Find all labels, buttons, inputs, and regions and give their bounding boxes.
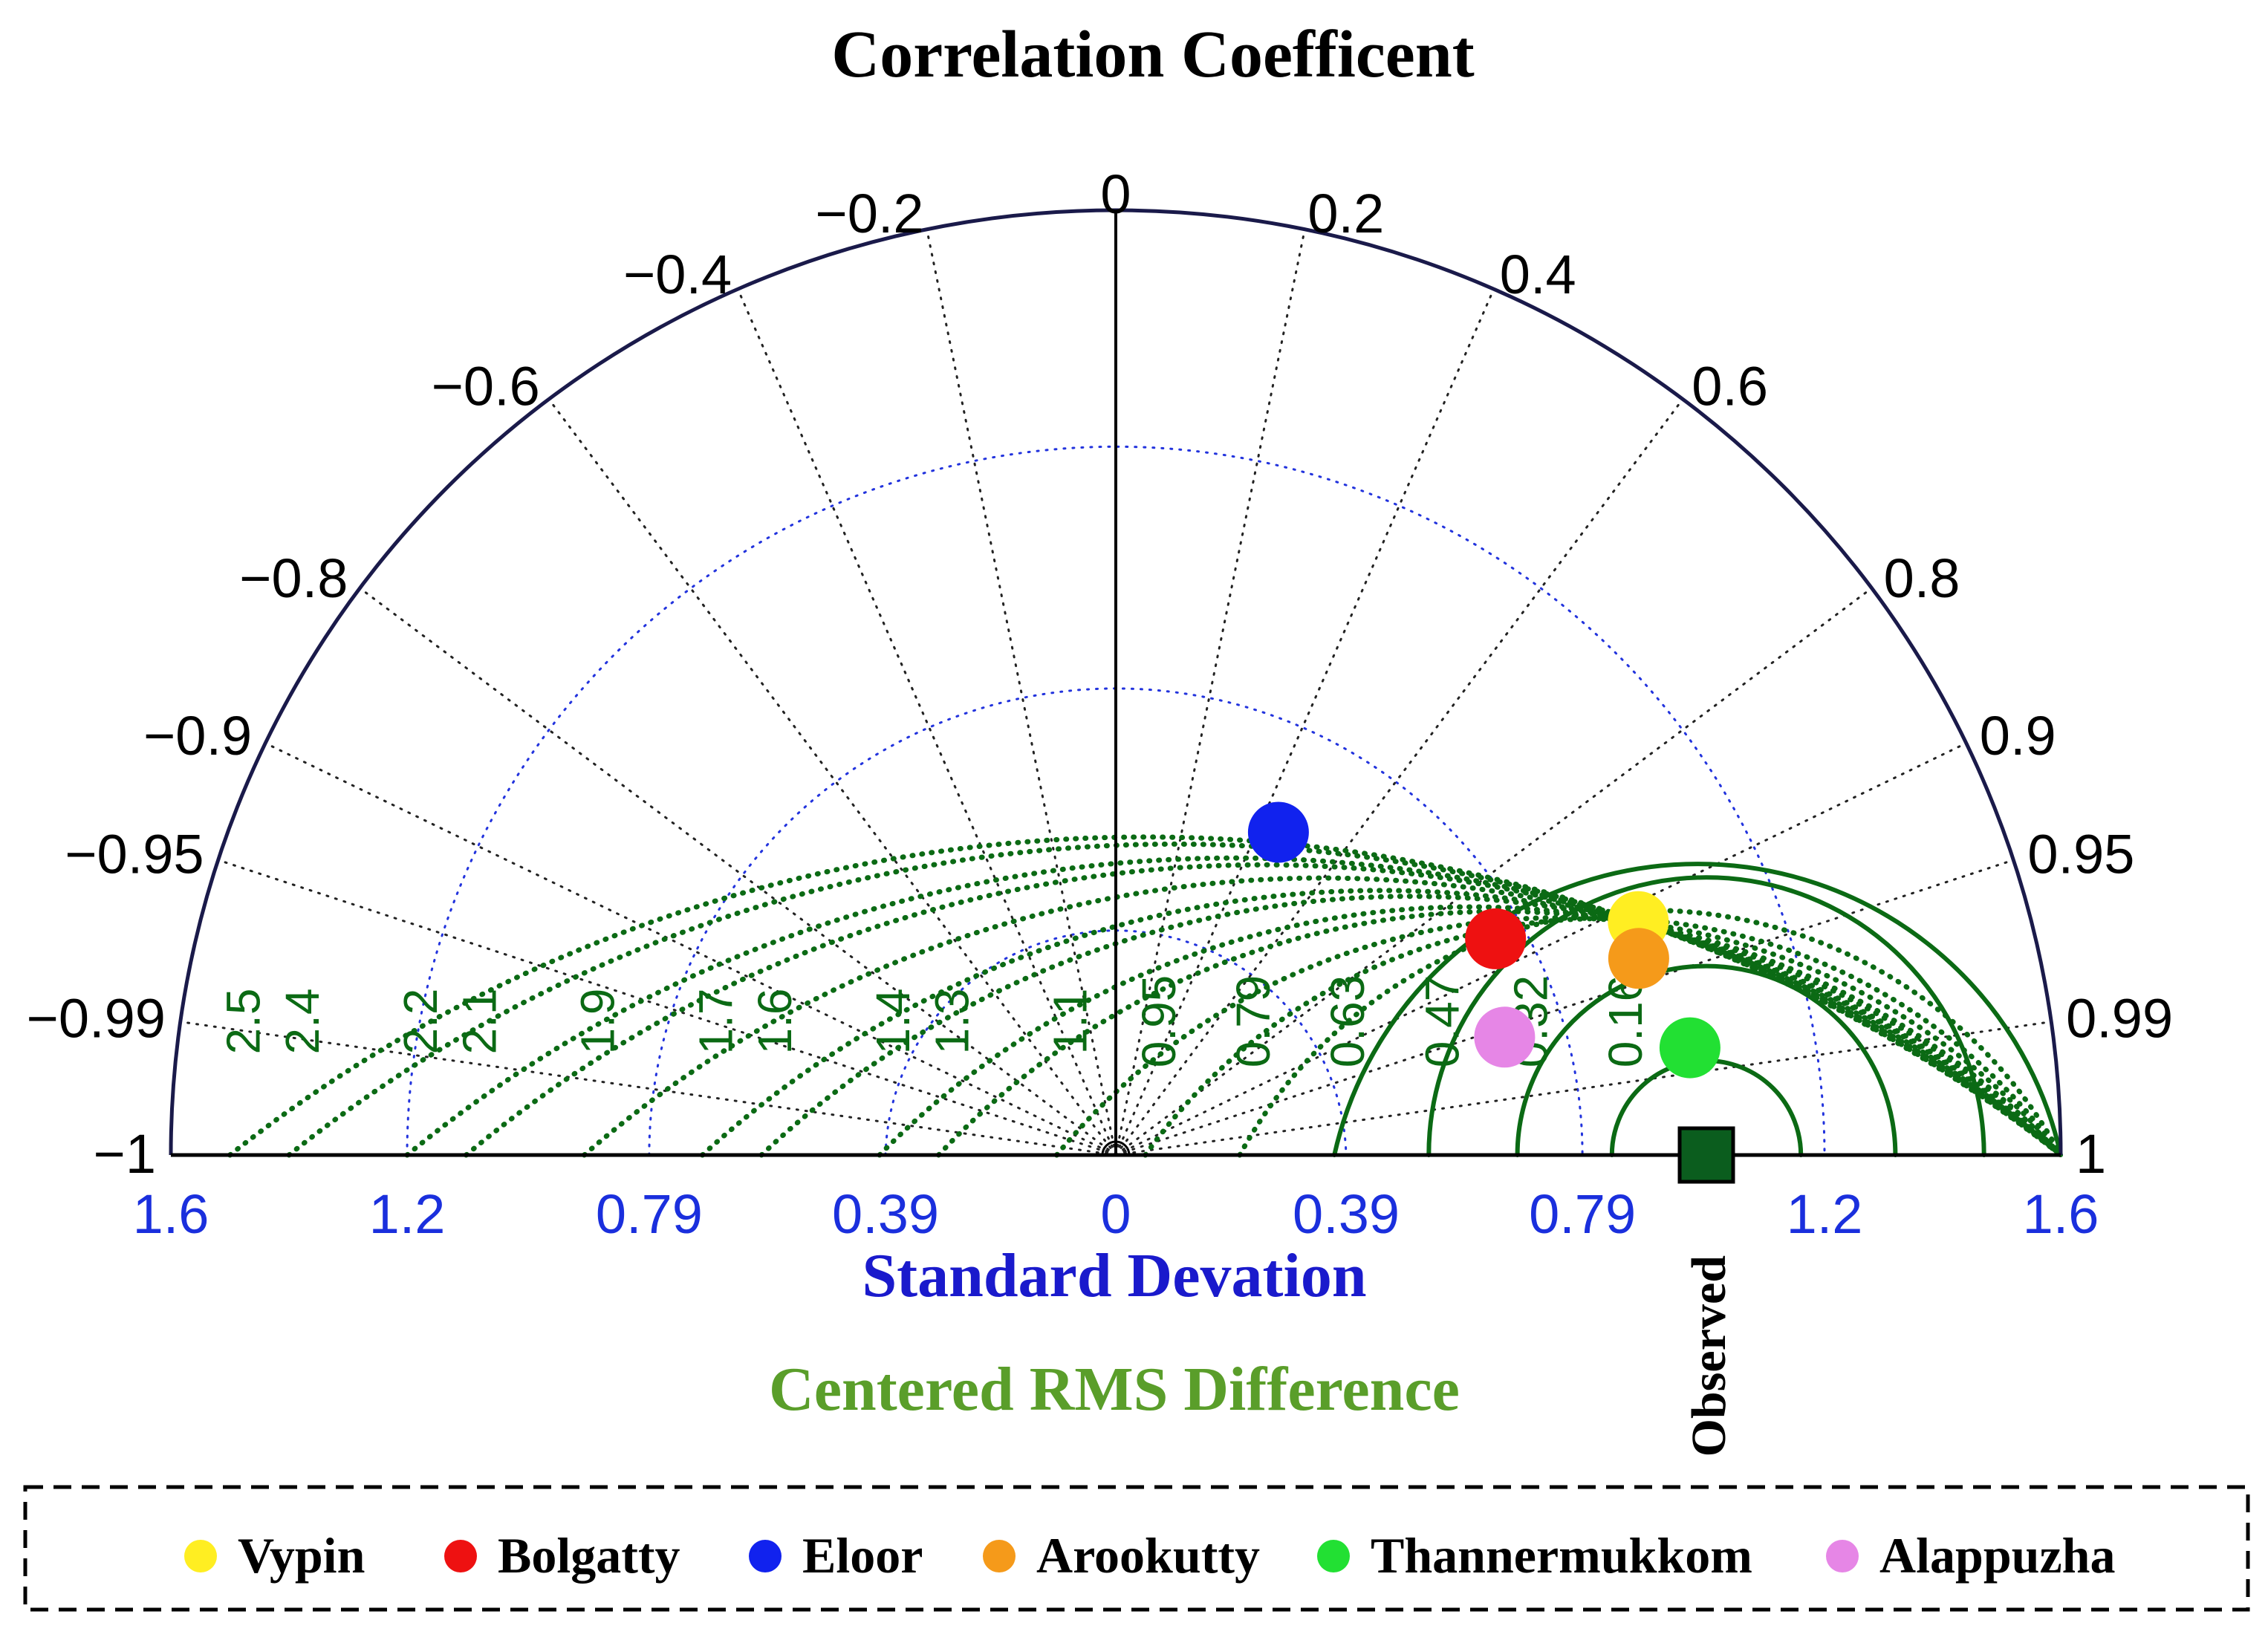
std-tick-label: 0.79 [1529,1183,1636,1245]
data-point-alappuzha [1474,1006,1536,1068]
data-points [1247,801,1735,1184]
rms-contour [1515,963,1898,1157]
data-point-arookutty [1608,928,1669,989]
correlation-tick-label: 0.9 [1980,705,2056,767]
rms-contour-label: 0.16 [1599,975,1652,1068]
correlation-tick-label: 1 [2076,1123,2106,1185]
x-axis-title: Standard Devation [862,1241,1366,1310]
correlation-ray [1114,397,1684,1157]
rms-contour-label: 1.3 [926,989,979,1055]
correlation-tick-label: −0.9 [143,705,252,767]
correlation-ray [1114,742,1968,1157]
data-point-bolgatty [1465,908,1527,969]
rms-contour-label: 0.47 [1415,975,1469,1068]
rms-contour [1426,875,1986,1157]
observed-label: Observed [1682,1255,1736,1457]
correlation-ray [736,287,1117,1157]
correlation-tick-label: 0.95 [2027,824,2134,885]
correlation-tick-label: −1 [94,1123,156,1185]
rms-contour [758,894,2064,1158]
legend-items: Vypin Bolgatty Eloor Arookutty Thannermukkom… [184,1527,2115,1584]
correlation-grid [179,228,2053,1157]
rms-contour-label: 2.4 [276,989,329,1055]
rms-contour [227,834,2064,1158]
legend-label-thannermukkom: Thannermukkom [1371,1527,1752,1584]
std-tick-label: 1.6 [133,1183,209,1245]
std-tick-label: 0.39 [832,1183,939,1245]
legend-label-arookutty: Arookutty [1036,1527,1260,1584]
rms-contour-label: 2.5 [217,989,270,1055]
rms-contour [877,904,2064,1158]
correlation-ray [264,742,1117,1157]
legend: Vypin Bolgatty Eloor Arookutty Thannermukkom… [23,1485,2250,1612]
correlation-tick-label: 0.4 [1500,244,1576,305]
correlation-ray [1114,1021,2053,1157]
rms-contour-label: 0.95 [1132,975,1186,1068]
std-tick-label: 1.2 [369,1183,446,1245]
std-tick-label: 0 [1100,1183,1131,1245]
std-tick-label: 0.79 [596,1183,703,1245]
correlation-ray [179,1021,1117,1157]
rms-contour-label: 2.1 [453,989,507,1055]
legend-label-vypin: Vypin [238,1527,365,1584]
legend-marker-eloor [749,1540,782,1572]
legend-marker-thannermukkom [1317,1540,1350,1572]
correlation-tick-label: −0.4 [623,244,732,305]
correlation-tick-label: −0.2 [816,183,924,244]
legend-marker-arookutty [983,1540,1016,1572]
legend-frame [23,1485,2250,1612]
correlation-ray [358,587,1117,1157]
data-point-thannermukkom [1659,1017,1721,1079]
correlation-ray [547,397,1117,1157]
legend-label-alappuzha: Alappuzha [1879,1527,2115,1584]
legend-label-eloor: Eloor [802,1527,923,1584]
rms-contour [700,888,2064,1158]
std-grid-circle [406,445,1826,1157]
data-point-eloor [1247,801,1309,863]
std-tick-label: 1.6 [2023,1183,2099,1245]
correlation-tick-label: 0 [1100,163,1131,225]
correlation-ray [1114,587,1874,1157]
rms-contours: 0.160.320.470.630.790.951.11.31.41.61.71… [217,834,2064,1158]
legend-marker-bolgatty [444,1540,477,1572]
axes [169,208,2063,1157]
origin-marker [1101,1140,1131,1156]
rms-contour-label: 2.2 [394,989,447,1055]
legend-marker-vypin [184,1540,217,1572]
correlation-tick-label: 0.2 [1307,183,1384,244]
chart-title: Correlation Coefficent [831,18,1475,91]
rms-contour [582,875,2064,1158]
correlation-tick-label: 0.99 [2066,988,2173,1050]
labels: −1 −0.99 −0.95 −0.9 −0.8 −0.6 −0.4 −0.2 0 0.2 0.4 0… [27,163,2173,1457]
rms-contour [404,855,2064,1158]
rms-contour-label: 1.4 [866,989,920,1055]
correlation-tick-label: −0.6 [432,355,540,417]
correlation-tick-label: −0.99 [27,988,166,1050]
std-tick-label: 0.39 [1293,1183,1400,1245]
correlation-tick-label: 0.8 [1884,547,1960,609]
rms-title: Centered RMS Difference [769,1355,1460,1424]
correlation-ray [1114,859,2015,1157]
legend-label-bolgatty: Bolgatty [498,1527,680,1584]
rms-contour [1143,916,2064,1158]
correlation-ray [1114,287,1495,1157]
correlation-ray [1114,228,1306,1157]
std-tick-label: 1.2 [1787,1183,1863,1245]
correlation-ray [217,859,1117,1157]
rms-contour [1332,862,2063,1157]
correlation-tick-label: −0.95 [65,824,204,885]
correlation-tick-label: 0.6 [1692,355,1768,417]
correlation-tick-label: −0.8 [239,547,348,609]
rms-contour-label: 1.9 [571,989,625,1055]
correlation-ray [926,228,1117,1157]
legend-marker-alappuzha [1826,1540,1859,1572]
rms-contour-label: 0.79 [1226,975,1280,1068]
rms-contour [1054,915,2064,1158]
observed-marker [1677,1126,1735,1184]
